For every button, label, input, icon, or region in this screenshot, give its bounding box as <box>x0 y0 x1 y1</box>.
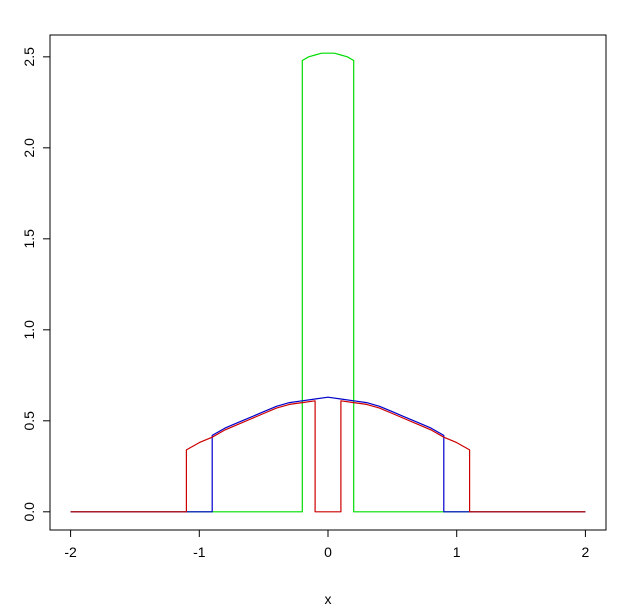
series-line-3 <box>70 400 586 513</box>
x-axis: -2 -1 0 1 2 <box>64 530 590 560</box>
series-line-2 <box>70 396 586 513</box>
y-tick-label: 0.5 <box>21 411 37 431</box>
y-axis: 0.0 0.5 1.0 1.5 2.0 2.5 <box>21 47 50 522</box>
x-tick-label: 0 <box>324 544 332 560</box>
y-tick-label: 2.0 <box>21 138 37 158</box>
x-tick-label: -2 <box>64 544 77 560</box>
series-line-1 <box>70 52 586 513</box>
plot-frame <box>49 34 607 531</box>
series-layer <box>70 52 586 513</box>
x-axis-label: x <box>325 591 332 607</box>
x-tick-label: 1 <box>453 544 461 560</box>
y-tick-label: 1.0 <box>21 320 37 340</box>
x-tick-label: -1 <box>193 544 206 560</box>
x-tick-label: 2 <box>582 544 590 560</box>
y-tick-label: 1.5 <box>21 229 37 249</box>
y-tick-label: 2.5 <box>21 47 37 67</box>
y-tick-label: 0.0 <box>21 502 37 522</box>
